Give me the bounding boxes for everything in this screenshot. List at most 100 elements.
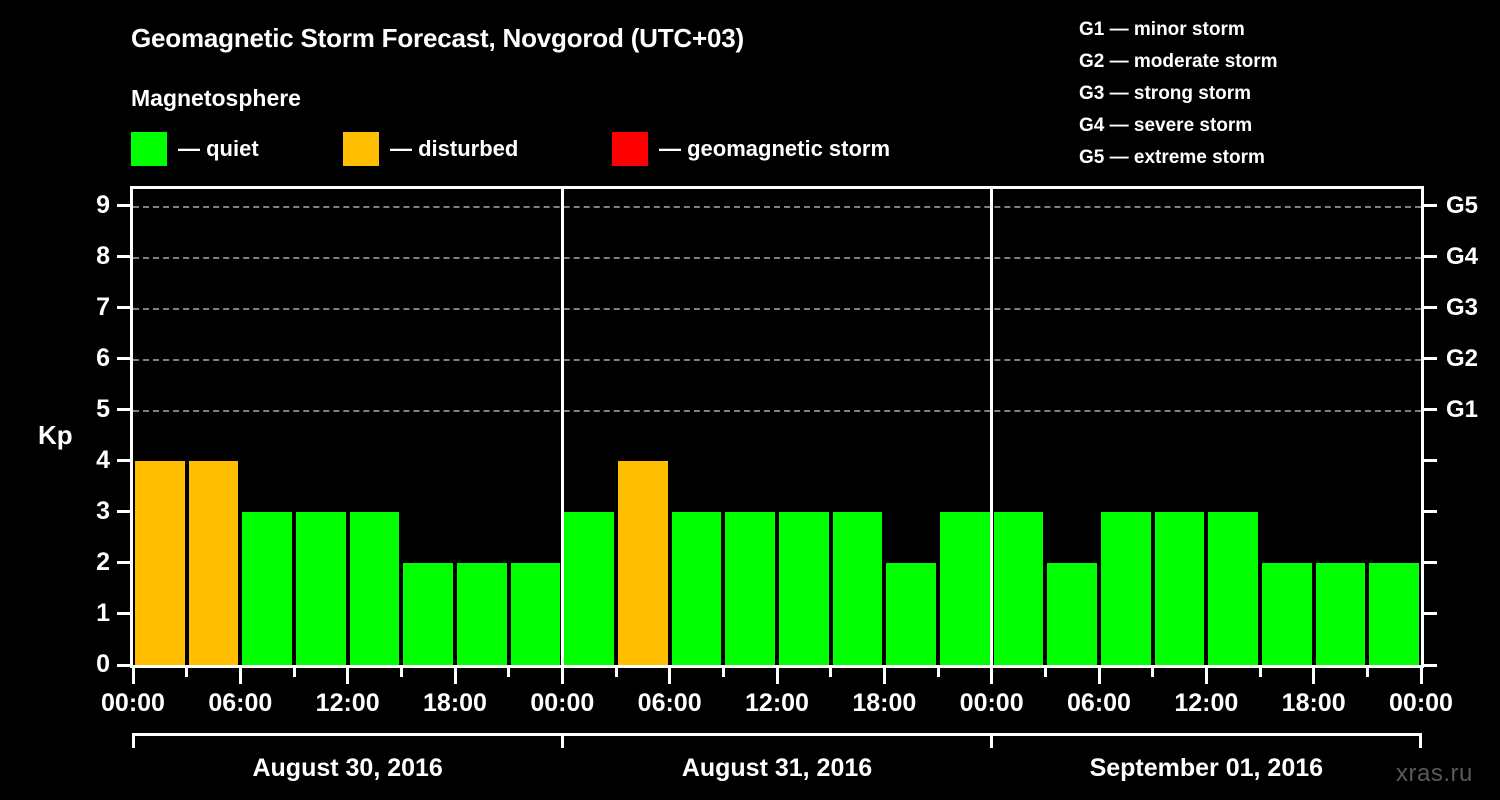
right-tick-mark-kp-1 bbox=[1424, 612, 1437, 616]
kp-axis-label: Kp bbox=[38, 420, 73, 451]
bar-22 bbox=[1315, 562, 1366, 665]
watermark: xras.ru bbox=[1396, 760, 1473, 787]
g-tick-label-G4: G4 bbox=[1446, 242, 1479, 270]
g-tick-label-G1: G1 bbox=[1446, 395, 1479, 423]
y-tick-mark-4 bbox=[117, 459, 130, 463]
x-tick-label-3: 18:00 bbox=[423, 689, 487, 717]
g-legend-row-4: G4 — severe storm bbox=[1079, 115, 1253, 136]
y-tick-mark-5 bbox=[117, 408, 130, 412]
legend-label-geomagnetic-storm: — geomagnetic storm bbox=[659, 136, 891, 161]
y-tick-label-5: 5 bbox=[96, 394, 110, 423]
bar-11 bbox=[725, 511, 775, 665]
y-tick-label-2: 2 bbox=[96, 547, 110, 576]
g-tick-label-G3: G3 bbox=[1446, 293, 1479, 321]
legend-entry-disturbed: — disturbed bbox=[343, 131, 518, 167]
bar-17 bbox=[1047, 562, 1097, 665]
x-tick-17 bbox=[1043, 668, 1047, 677]
day-bracket-2 bbox=[560, 733, 994, 748]
x-tick-label-2: 12:00 bbox=[315, 689, 380, 717]
bar-21 bbox=[1262, 562, 1312, 665]
gridline-kp-6 bbox=[133, 358, 1421, 361]
x-tick-label-9: 06:00 bbox=[1067, 689, 1131, 717]
y-tick-label-3: 3 bbox=[96, 496, 110, 525]
x-tick-0 bbox=[131, 668, 135, 684]
x-tick-22 bbox=[1312, 668, 1316, 684]
x-tick-9 bbox=[614, 668, 618, 677]
right-tick-mark-kp-3 bbox=[1424, 510, 1437, 514]
g-legend-row-1: G1 — minor storm bbox=[1079, 19, 1245, 40]
x-tick-7 bbox=[507, 668, 511, 677]
plot-area bbox=[130, 186, 1424, 668]
right-tick-mark-kp-4 bbox=[1424, 459, 1437, 463]
x-tick-label-10: 12:00 bbox=[1174, 689, 1239, 717]
g-scale-legend: G1 — minor storm G2 — moderate storm G3 — … bbox=[1079, 14, 1278, 174]
y-tick-mark-2 bbox=[117, 561, 130, 565]
bar-0 bbox=[135, 460, 185, 665]
y-tick-mark-8 bbox=[117, 255, 130, 259]
x-tick-label-0: 00:00 bbox=[101, 689, 165, 717]
g-tick-mark-G3 bbox=[1424, 306, 1437, 310]
x-tick-1 bbox=[185, 668, 189, 677]
bar-9 bbox=[618, 460, 668, 665]
y-tick-label-6: 6 bbox=[96, 343, 110, 372]
right-tick-mark-kp-0 bbox=[1424, 663, 1437, 667]
x-tick-18 bbox=[1097, 668, 1101, 684]
page-title: Geomagnetic Storm Forecast, Novgorod (UT… bbox=[131, 23, 744, 53]
day-label-2: August 31, 2016 bbox=[681, 754, 873, 782]
bar-16 bbox=[993, 511, 1044, 665]
geomagnetic-storm-swatch-icon bbox=[612, 132, 648, 166]
y-tick-mark-9 bbox=[117, 204, 130, 208]
g-tick-label-G2: G2 bbox=[1446, 344, 1479, 372]
bar-12 bbox=[779, 511, 829, 665]
x-tick-20 bbox=[1204, 668, 1208, 684]
gridline-kp-8 bbox=[133, 256, 1421, 259]
plot-inner bbox=[133, 189, 1421, 665]
bar-23 bbox=[1369, 562, 1419, 665]
disturbed-swatch-icon bbox=[343, 132, 379, 166]
y-tick-label-0: 0 bbox=[96, 650, 110, 678]
bar-5 bbox=[403, 562, 453, 665]
x-tick-13 bbox=[829, 668, 833, 677]
legend-entry-quiet: — quiet bbox=[131, 131, 259, 167]
x-tick-6 bbox=[453, 668, 457, 684]
day-label-3: September 01, 2016 bbox=[1089, 754, 1324, 782]
x-tick-label-1: 06:00 bbox=[208, 689, 273, 717]
x-tick-24 bbox=[1419, 668, 1423, 684]
x-tick-12 bbox=[775, 668, 779, 684]
x-tick-label-12: 00:00 bbox=[1389, 689, 1453, 717]
quiet-swatch-icon bbox=[131, 132, 167, 166]
bar-1 bbox=[188, 460, 239, 665]
g-tick-mark-G2 bbox=[1424, 357, 1437, 361]
y-tick-label-8: 8 bbox=[96, 241, 110, 270]
legend-entry-geomagnetic-storm: — geomagnetic storm bbox=[612, 131, 890, 167]
y-tick-mark-7 bbox=[117, 306, 130, 310]
bar-6 bbox=[457, 562, 507, 665]
right-tick-mark-kp-2 bbox=[1424, 561, 1437, 565]
y-tick-mark-3 bbox=[117, 510, 130, 514]
g-legend-row-2: G2 — moderate storm bbox=[1079, 51, 1278, 72]
day-bracket-1 bbox=[131, 733, 564, 748]
day-divider-2 bbox=[990, 189, 994, 665]
magnetosphere-label: Magnetosphere bbox=[131, 85, 301, 111]
bar-15 bbox=[940, 511, 990, 665]
y-tick-label-9: 9 bbox=[96, 190, 110, 219]
gridline-kp-7 bbox=[133, 307, 1421, 310]
bar-2 bbox=[242, 511, 292, 665]
g-tick-mark-G4 bbox=[1424, 255, 1437, 259]
g-legend-row-5: G5 — extreme storm bbox=[1079, 147, 1265, 168]
x-tick-label-7: 18:00 bbox=[852, 689, 917, 717]
bar-20 bbox=[1208, 511, 1258, 665]
bar-4 bbox=[349, 511, 400, 665]
bar-19 bbox=[1154, 511, 1205, 665]
bar-7 bbox=[510, 562, 561, 665]
bar-10 bbox=[671, 511, 722, 665]
y-tick-mark-6 bbox=[117, 357, 130, 361]
x-tick-14 bbox=[882, 668, 886, 684]
x-tick-label-11: 18:00 bbox=[1281, 689, 1346, 717]
bar-18 bbox=[1101, 511, 1151, 665]
y-tick-mark-0 bbox=[117, 663, 130, 667]
g-tick-mark-G5 bbox=[1424, 204, 1437, 208]
x-tick-8 bbox=[560, 668, 564, 684]
x-tick-10 bbox=[668, 668, 672, 684]
y-tick-label-1: 1 bbox=[96, 598, 110, 627]
